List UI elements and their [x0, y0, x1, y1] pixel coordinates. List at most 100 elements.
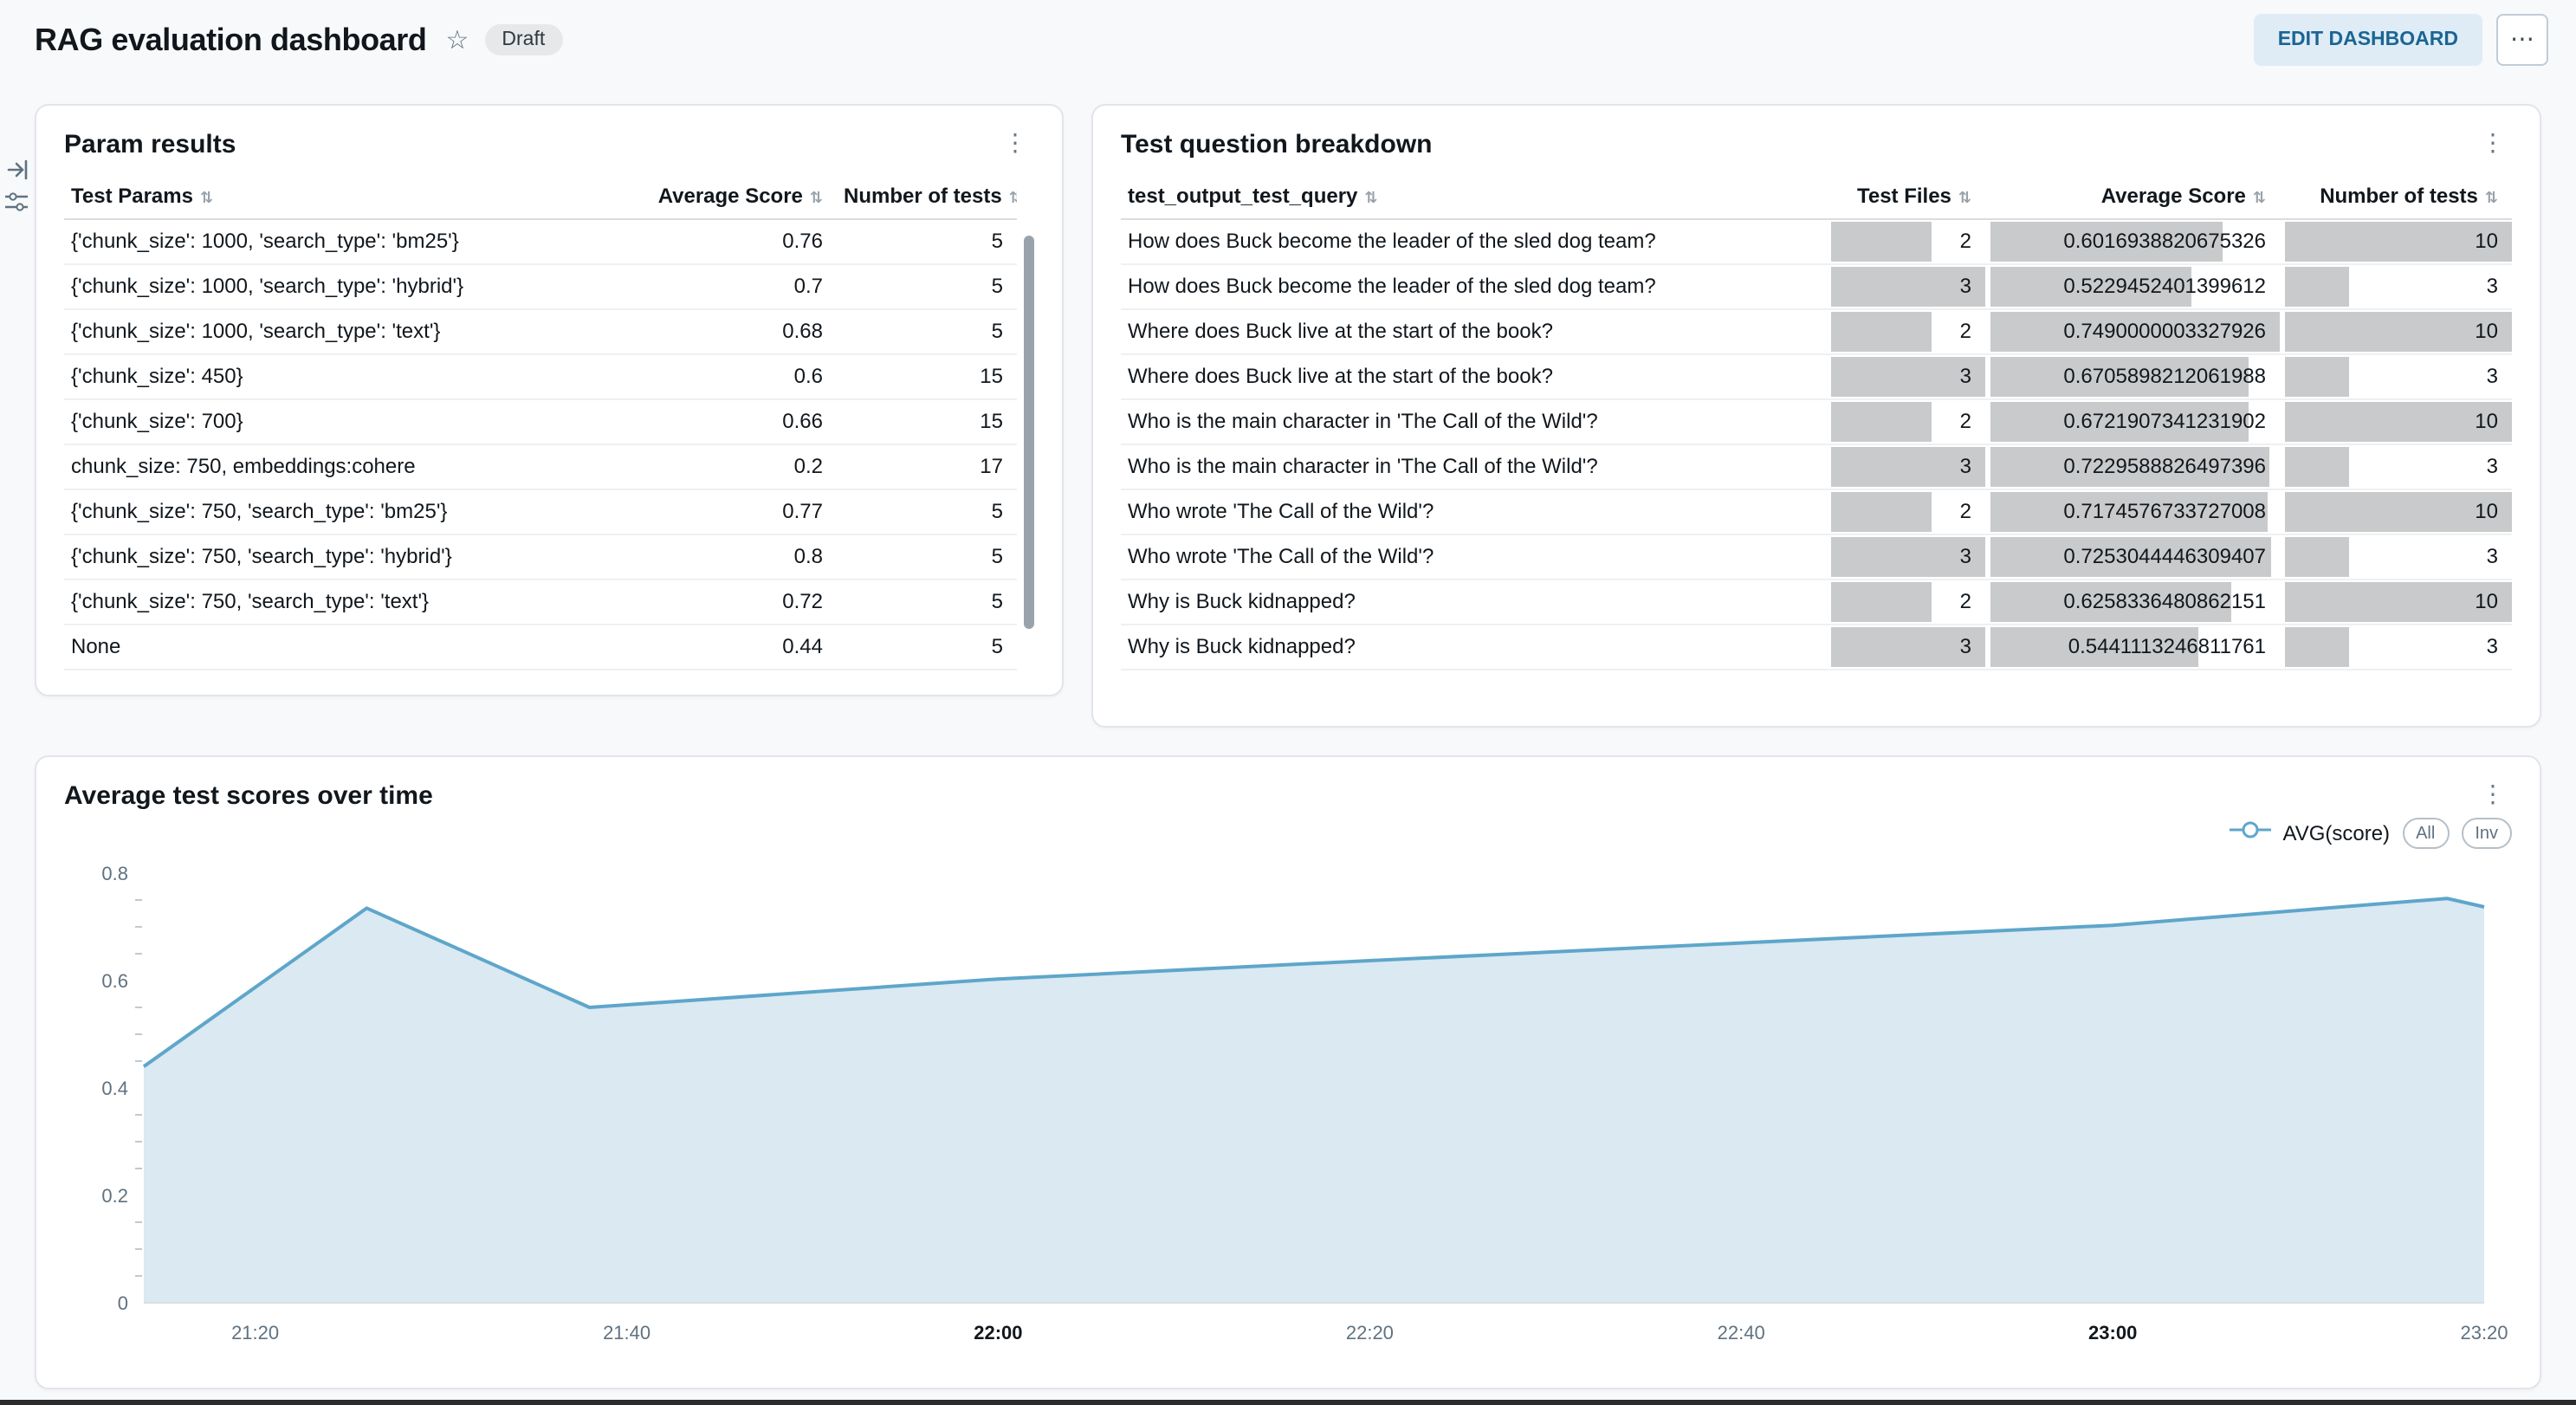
- column-header-test-files[interactable]: Test Files ⇅: [1826, 173, 1985, 220]
- table-row[interactable]: {'chunk_size': 1000, 'search_type': 'hyb…: [64, 264, 1017, 310]
- cell-value: 3: [2486, 634, 2498, 658]
- table-row[interactable]: How does Buck become the leader of the s…: [1121, 264, 2512, 310]
- column-header-average-score[interactable]: Average Score ⇅: [1985, 173, 2280, 220]
- column-header-number-of-tests[interactable]: Number of tests⇅: [2280, 173, 2512, 220]
- svg-text:0: 0: [118, 1292, 128, 1314]
- vertical-scrollbar[interactable]: [1024, 236, 1034, 664]
- data-bar: [1990, 492, 2268, 532]
- sort-icon[interactable]: ⇅: [1009, 191, 1017, 208]
- table-row[interactable]: Why is Buck kidnapped? 2 0.625833648086215…: [1121, 579, 2512, 625]
- avg-score-cell: 0.77: [632, 489, 837, 535]
- table-row[interactable]: {'chunk_size': 1000, 'search_type': 'tex…: [64, 309, 1017, 355]
- svg-text:21:40: 21:40: [603, 1322, 650, 1343]
- table-row[interactable]: {'chunk_size': 750, 'search_type': 'text…: [64, 579, 1017, 625]
- param-name-cell: {'chunk_size': 450}: [64, 354, 632, 400]
- status-badge: Draft: [484, 24, 563, 55]
- data-bar: [1831, 312, 1932, 352]
- table-row[interactable]: How does Buck become the leader of the s…: [1121, 219, 2512, 265]
- table-row[interactable]: Who is the main character in 'The Call o…: [1121, 399, 2512, 445]
- cell-value: 0.7253044446309407: [2063, 544, 2266, 568]
- favorite-star-icon[interactable]: ☆: [445, 24, 469, 55]
- num-tests-bar-cell: 10: [2280, 219, 2512, 265]
- edit-dashboard-button[interactable]: EDIT DASHBOARD: [2253, 14, 2482, 66]
- table-row[interactable]: Where does Buck live at the start of the…: [1121, 309, 2512, 355]
- legend-series-label[interactable]: AVG(score): [2282, 821, 2391, 845]
- avg-score-cell: 0.6: [632, 354, 837, 400]
- cell-value: 10: [2475, 229, 2498, 253]
- column-header-average-score[interactable]: Average Score ⇅: [632, 173, 837, 220]
- more-menu-button[interactable]: ⋯: [2496, 14, 2548, 66]
- avg-score-cell: 0.76: [632, 219, 837, 265]
- data-bar: [1990, 222, 2222, 262]
- breakdown-table: test_output_test_query ⇅ Test Files ⇅ Aver…: [1121, 173, 2512, 670]
- cell-value: 3: [1959, 364, 1971, 388]
- sort-icon[interactable]: ⇅: [199, 191, 214, 208]
- sort-icon[interactable]: ⇅: [809, 191, 823, 208]
- card-menu-icon[interactable]: ⋮: [996, 130, 1034, 158]
- table-row[interactable]: Who wrote 'The Call of the Wild'? 2 0.7174…: [1121, 489, 2512, 535]
- sort-icon[interactable]: ⇅: [2484, 191, 2498, 208]
- cell-value: 10: [2475, 589, 2498, 613]
- avg-score-cell: 0.72: [632, 579, 837, 625]
- avg-score-bar-cell: 0.5441113246811761: [1985, 625, 2280, 670]
- table-row[interactable]: Where does Buck live at the start of the…: [1121, 354, 2512, 400]
- table-row[interactable]: {'chunk_size': 700} 0.66 15: [64, 399, 1017, 445]
- test-files-bar-cell: 2: [1826, 309, 1985, 355]
- sort-icon[interactable]: ⇅: [2252, 191, 2266, 208]
- avg-score-cell: 0.2: [632, 444, 837, 490]
- table-header-row: Test Params ⇅ Average Score ⇅ Number of te…: [64, 173, 1017, 220]
- scrollbar-thumb[interactable]: [1024, 236, 1034, 630]
- svg-text:22:00: 22:00: [974, 1322, 1022, 1343]
- table-row[interactable]: {'chunk_size': 750, 'search_type': 'bm25…: [64, 489, 1017, 535]
- card-menu-icon[interactable]: ⋮: [2474, 130, 2512, 158]
- table-row[interactable]: {'chunk_size': 1000, 'search_type': 'bm2…: [64, 219, 1017, 265]
- param-results-table: Test Params ⇅ Average Score ⇅ Number of te…: [64, 173, 1017, 670]
- panel-expand-icon[interactable]: [6, 159, 27, 180]
- table-row[interactable]: None 0.44 5: [64, 625, 1017, 670]
- ellipsis-icon: ⋯: [2510, 26, 2534, 54]
- cell-value: 10: [2475, 409, 2498, 433]
- cell-value: 2: [1959, 319, 1971, 343]
- data-bar: [2285, 537, 2350, 577]
- query-cell: How does Buck become the leader of the s…: [1121, 219, 1826, 265]
- column-header-test-params[interactable]: Test Params ⇅: [64, 173, 632, 220]
- svg-text:21:20: 21:20: [231, 1322, 279, 1343]
- cell-value: 2: [1959, 229, 1971, 253]
- table-row[interactable]: {'chunk_size': 450} 0.6 15: [64, 354, 1017, 400]
- data-bar: [2285, 402, 2512, 442]
- card-menu-icon[interactable]: ⋮: [2474, 781, 2512, 809]
- test-files-bar-cell: 3: [1826, 625, 1985, 670]
- svg-text:0.2: 0.2: [101, 1185, 128, 1207]
- test-files-bar-cell: 3: [1826, 444, 1985, 490]
- query-cell: Who wrote 'The Call of the Wild'?: [1121, 534, 1826, 580]
- line-chart[interactable]: 0 0.2 0.4 0.6 0.8 21:20 21:40 22:00 22:20 22:40 23…: [64, 856, 2512, 1363]
- card-title: Param results: [64, 130, 236, 159]
- svg-text:0.6: 0.6: [101, 970, 128, 992]
- legend-all-button[interactable]: All: [2402, 818, 2450, 849]
- avg-score-bar-cell: 0.5229452401399612: [1985, 264, 2280, 310]
- num-tests-bar-cell: 3: [2280, 354, 2512, 400]
- column-header-number-of-tests[interactable]: Number of tests⇅: [837, 173, 1017, 220]
- avg-score-cell: 0.68: [632, 309, 837, 355]
- test-files-bar-cell: 3: [1826, 264, 1985, 310]
- data-bar: [2285, 582, 2512, 622]
- table-row[interactable]: Who wrote 'The Call of the Wild'? 3 0.7253…: [1121, 534, 2512, 580]
- table-row[interactable]: {'chunk_size': 750, 'search_type': 'hybr…: [64, 534, 1017, 580]
- card-title: Test question breakdown: [1121, 130, 1433, 159]
- sort-icon[interactable]: ⇅: [1958, 191, 1971, 208]
- data-bar: [1990, 537, 2271, 577]
- legend-inv-button[interactable]: Inv: [2461, 818, 2512, 849]
- param-name-cell: None: [64, 625, 632, 670]
- column-header-query[interactable]: test_output_test_query ⇅: [1121, 173, 1826, 220]
- cell-value: 3: [2486, 274, 2498, 298]
- data-bar: [2285, 267, 2350, 307]
- sort-icon[interactable]: ⇅: [1364, 191, 1378, 208]
- table-row[interactable]: chunk_size: 750, embeddings:cohere 0.2 17: [64, 444, 1017, 490]
- num-tests-bar-cell: 10: [2280, 579, 2512, 625]
- test-files-bar-cell: 2: [1826, 399, 1985, 445]
- data-bar: [2285, 447, 2350, 487]
- scores-over-time-card: Average test scores over time ⋮ AVG(scor…: [35, 755, 2541, 1389]
- table-row[interactable]: Why is Buck kidnapped? 3 0.544111324681176…: [1121, 625, 2512, 670]
- filter-icon[interactable]: [5, 192, 28, 211]
- table-row[interactable]: Who is the main character in 'The Call o…: [1121, 444, 2512, 490]
